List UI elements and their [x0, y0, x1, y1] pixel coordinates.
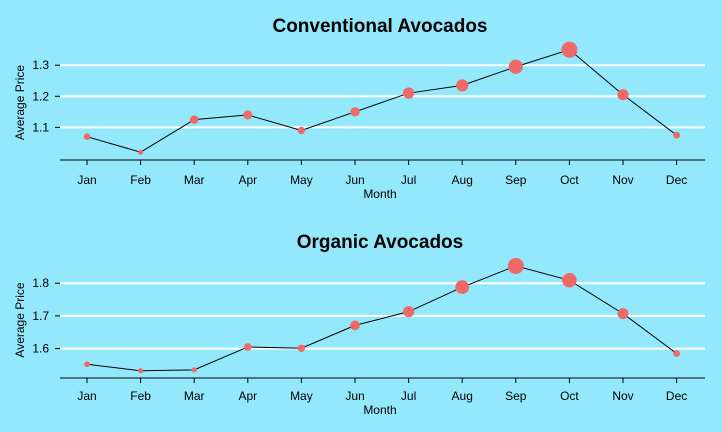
data-point-feb	[138, 368, 144, 374]
x-tick-label: May	[290, 173, 313, 187]
data-point-aug	[455, 280, 470, 295]
x-tick-label: May	[290, 389, 313, 403]
data-point-may	[297, 344, 306, 352]
x-tick-label: Dec	[666, 173, 687, 187]
y-tick-label: 1.7	[32, 309, 49, 323]
series-line	[86, 49, 677, 153]
chart-panel-2: Organic Avocados 1.6 1.7 1.8 Jan Feb Mar Apr May…	[13, 232, 705, 417]
x-tick-label: Apr	[238, 173, 257, 187]
data-point-aug	[456, 79, 469, 92]
data-point-mar	[191, 367, 197, 373]
x-tick-label: Aug	[452, 389, 473, 403]
x-axis-label: Month	[363, 403, 396, 417]
y-tick-label: 1.6	[32, 342, 49, 356]
x-tick-label: Sep	[505, 389, 527, 403]
data-point-may	[297, 126, 306, 135]
chart-title: Conventional Avocados	[272, 16, 487, 37]
x-tick-label: Oct	[560, 173, 579, 187]
chart-title: Organic Avocados	[297, 232, 463, 253]
x-tick-label: Jan	[77, 389, 96, 403]
data-point-jan	[84, 361, 90, 368]
data-point-dec	[673, 350, 681, 357]
x-tick-label: Jan	[77, 173, 96, 187]
data-point-apr	[243, 110, 253, 120]
data-point-dec	[673, 131, 681, 139]
y-axis-label: Average Price	[13, 65, 27, 140]
y-tick-label: 1.8	[32, 276, 49, 290]
x-tick-label: Feb	[130, 173, 151, 187]
series-line	[86, 265, 677, 372]
x-tick-label: Sep	[505, 173, 527, 187]
data-point-mar	[189, 115, 199, 124]
data-point-jan	[83, 133, 91, 141]
y-tick-label: 1.3	[32, 58, 49, 72]
x-tick-label: Jun	[345, 389, 364, 403]
x-tick-label: Nov	[612, 173, 633, 187]
x-tick-label: Jul	[401, 173, 416, 187]
data-point-jun	[350, 107, 360, 117]
y-tick-label: 1.2	[32, 89, 49, 103]
data-point-jul	[403, 306, 415, 318]
y-tick-label: 1.1	[32, 120, 49, 134]
x-tick-label: Oct	[560, 389, 579, 403]
x-tick-label: Apr	[238, 389, 257, 403]
x-tick-label: Aug	[452, 173, 473, 187]
data-point-apr	[244, 343, 252, 351]
x-tick-label: Feb	[130, 389, 151, 403]
data-point-feb	[138, 149, 144, 155]
data-point-sep	[508, 59, 523, 74]
data-point-jun	[350, 320, 360, 331]
chart-panel-1: Conventional Avocados 1.1 1.2 1.3 Jan Feb Mar A…	[13, 16, 705, 201]
data-point-nov	[617, 308, 629, 320]
x-tick-label: Dec	[666, 389, 687, 403]
y-axis-label: Average Price	[13, 282, 27, 357]
data-point-sep	[507, 257, 524, 274]
data-point-jul	[402, 87, 415, 99]
data-point-oct	[561, 41, 578, 58]
x-tick-label: Mar	[184, 173, 205, 187]
data-point-nov	[617, 89, 629, 101]
x-tick-label: Nov	[612, 389, 633, 403]
x-tick-label: Mar	[184, 389, 205, 403]
x-axis-label: Month	[363, 187, 396, 201]
x-tick-label: Jul	[401, 389, 416, 403]
x-tick-label: Jun	[345, 173, 364, 187]
data-point-oct	[562, 273, 577, 288]
